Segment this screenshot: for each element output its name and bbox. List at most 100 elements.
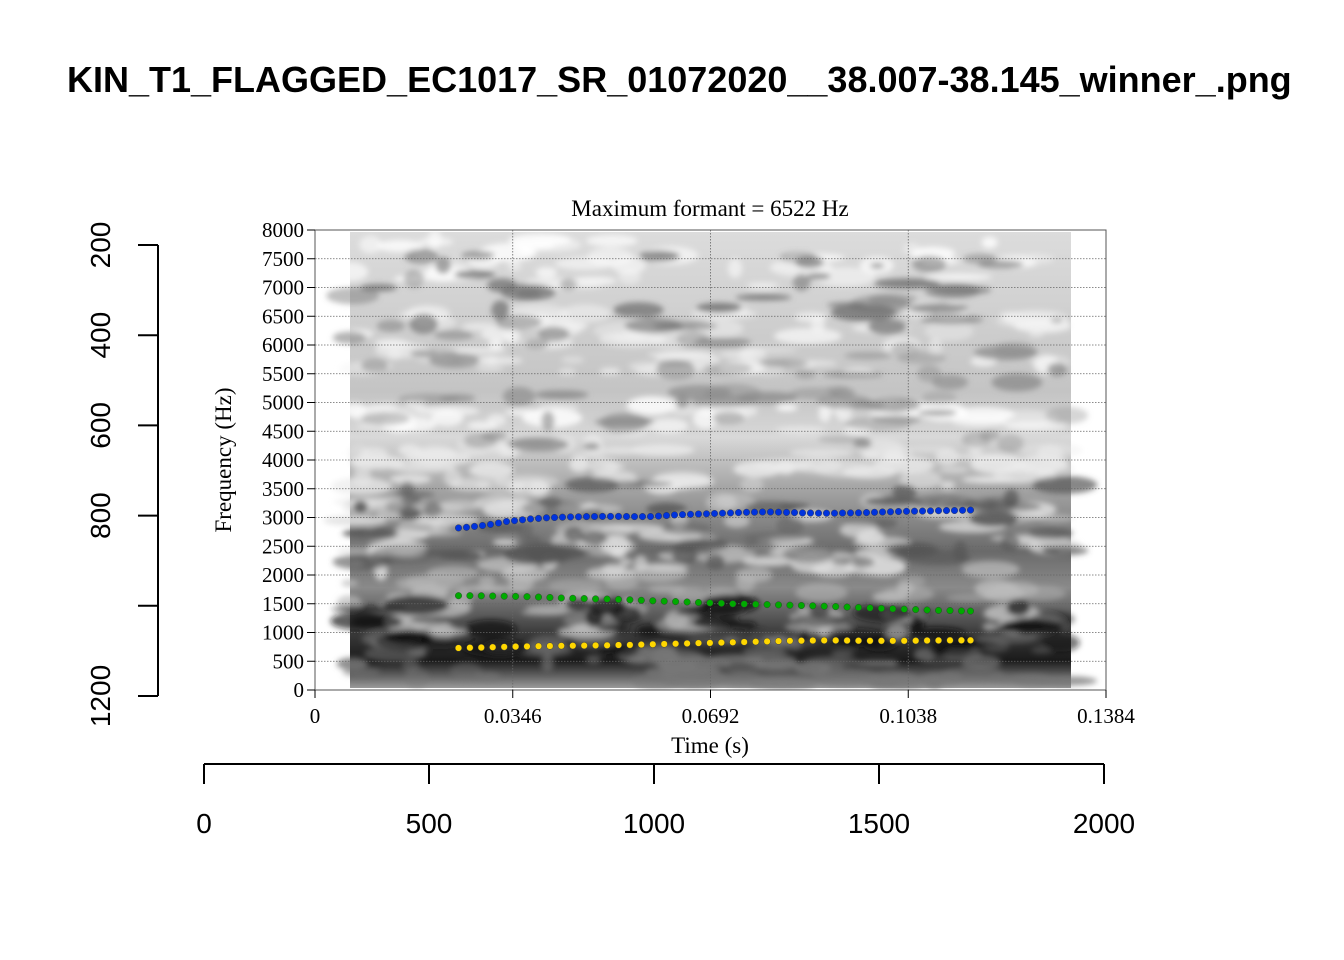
spectrogram-blob [569, 456, 590, 473]
spectrogram-blob [921, 391, 957, 405]
formant-point [512, 643, 520, 651]
formant-point [912, 637, 920, 645]
spectrogram-blob [478, 575, 496, 587]
formant-point [546, 642, 554, 650]
formant-point [959, 506, 967, 514]
spectrogram-blob [962, 476, 1014, 484]
outer-y-tick-label: 600 [85, 402, 116, 449]
spectrogram-blob [993, 409, 1058, 428]
spectrogram-blob [580, 530, 608, 546]
spectrogram-blob [443, 469, 462, 487]
formant-point [786, 637, 794, 645]
spectrogram-blob [740, 477, 764, 493]
spectrogram-blob [907, 627, 965, 640]
spectrogram-blob [925, 273, 992, 281]
spectrogram-blob [398, 393, 460, 405]
spectrogram-blob [953, 453, 1018, 462]
spectrogram-blob [708, 653, 765, 665]
spectrogram-blob [417, 529, 463, 537]
formant-point [855, 604, 863, 612]
spectrogram-blob [326, 287, 380, 305]
formant-point [797, 602, 805, 610]
spectrogram-blob [791, 613, 848, 627]
formant-point [735, 509, 743, 517]
formant-point [672, 640, 680, 648]
formant-point [503, 518, 511, 526]
x-tick-label: 0.1038 [879, 704, 937, 728]
formant-point [615, 512, 623, 520]
spectrogram-blob [404, 249, 439, 264]
spectrogram-blob [789, 448, 853, 458]
spectrogram-blob [599, 331, 666, 348]
formant-point [911, 507, 919, 515]
spectrogram-blob [342, 667, 381, 677]
formant-point [687, 510, 695, 518]
formant-point [551, 514, 559, 522]
formant-point [923, 606, 931, 614]
y-tick-label: 4500 [262, 419, 304, 443]
formant-point [815, 509, 823, 517]
formant-point [615, 641, 623, 649]
formant-point [660, 597, 668, 605]
spectrogram-blob [779, 502, 810, 511]
formant-point [649, 597, 657, 605]
outer-y-tick-label: 800 [85, 492, 116, 539]
spectrogram-blob [853, 659, 900, 667]
spectrogram-blob [844, 351, 893, 360]
spectrogram-blob [842, 465, 897, 479]
spectrogram-blob [563, 526, 584, 543]
formant-point [695, 510, 703, 518]
spectrogram-blob [759, 359, 809, 368]
x-tick-label: 0.0346 [484, 704, 542, 728]
spectrogram-blob [997, 434, 1024, 454]
spectrogram-blob [633, 555, 648, 572]
spectrogram-blob [776, 403, 798, 412]
formant-point [729, 600, 737, 608]
spectrogram-blob [474, 671, 501, 682]
spectrogram-blob [920, 671, 964, 686]
spectrogram-blob [723, 514, 750, 528]
formant-point [807, 509, 815, 517]
y-tick-label: 2000 [262, 563, 304, 587]
outer-x-tick-label: 1000 [623, 808, 685, 839]
formant-point [863, 509, 871, 517]
formant-point [477, 592, 485, 600]
spectrogram-blob [745, 627, 767, 643]
formant-point [455, 592, 463, 600]
formant-point [489, 643, 497, 651]
formant-point [752, 638, 760, 646]
spectrogram-blob [492, 538, 518, 546]
formant-point [752, 600, 760, 608]
spectrogram-blob [559, 304, 611, 323]
spectrogram-blob [961, 560, 1020, 579]
formant-point [946, 607, 954, 615]
y-tick-label: 1500 [262, 592, 304, 616]
spectrogram-blob [977, 260, 1024, 269]
spectrogram-blob [495, 314, 542, 330]
spectrogram-blob [464, 619, 517, 640]
formant-point [637, 596, 645, 604]
formant-point [951, 507, 959, 515]
formant-point [943, 507, 951, 515]
spectrogram-blob [586, 234, 638, 247]
spectrogram-blob [351, 614, 403, 629]
spectrogram-blob [782, 545, 835, 563]
spectrogram-blob [454, 270, 496, 279]
spectrogram-blob [511, 240, 555, 252]
formant-point [711, 510, 719, 518]
spectrogram-blob [1004, 463, 1035, 472]
spectrogram-blob [491, 300, 510, 320]
spectrogram-blob [799, 656, 857, 667]
y-axis: 0 500 1000 1500 2000 2500 3000 3500 4000 4500 5000… [262, 218, 315, 702]
spectrogram-blob [873, 278, 941, 289]
spectrogram-blob [726, 621, 757, 629]
formant-point [935, 507, 943, 515]
spectrogram-blob [981, 236, 998, 249]
spectrogram-blob [928, 337, 943, 356]
spectrogram-blob [597, 623, 631, 633]
spectrogram-blob [1047, 362, 1067, 377]
spectrogram-blob [538, 326, 570, 342]
formant-point [706, 599, 714, 607]
spectrogram-blob [546, 547, 593, 556]
spectrogram-blob [417, 637, 464, 650]
